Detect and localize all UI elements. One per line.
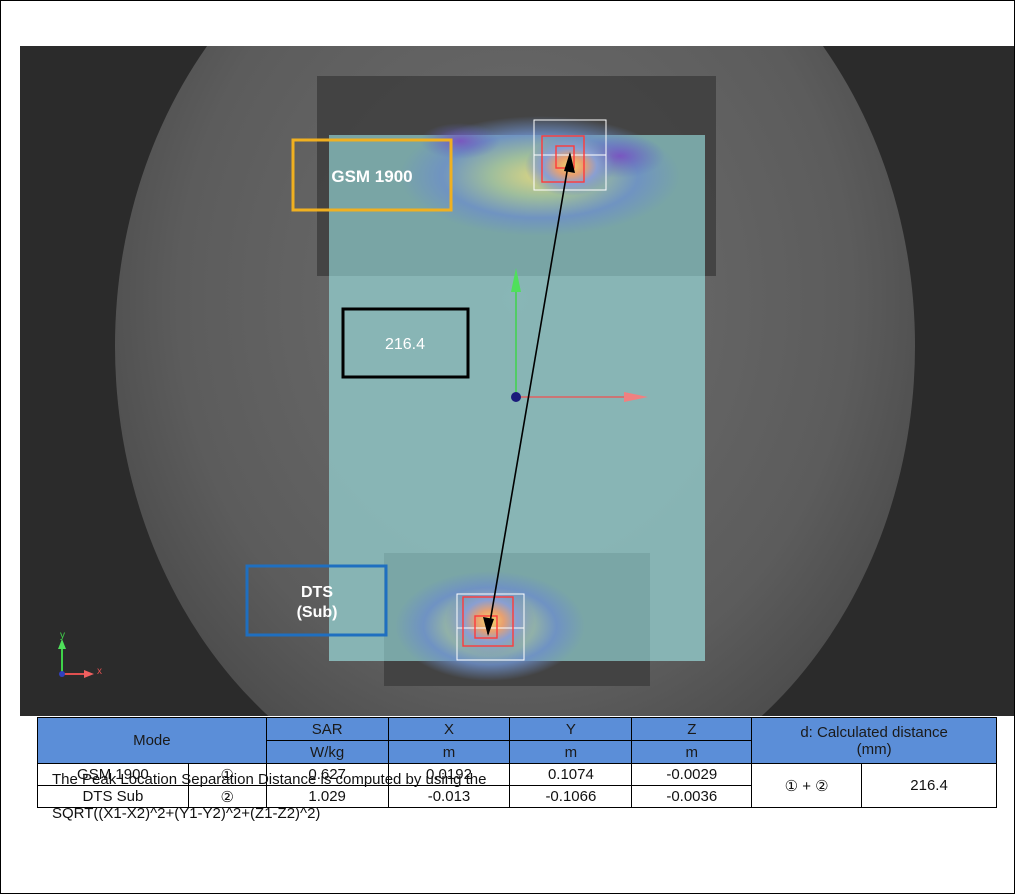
z-header: Z (631, 717, 753, 741)
distance-arrow-head-top (564, 152, 575, 173)
row-y: 0.1074 (509, 763, 633, 786)
distance-header-line2: (mm) (856, 740, 892, 758)
gsm-zoom-red-outer (541, 135, 585, 183)
x-header: X (387, 717, 511, 741)
distance-header-line1: d: Calculated distance (800, 723, 948, 741)
note-line-1: The Peak Location Separation Distance is… (52, 771, 487, 788)
distance-header: d: Calculated distance (mm) (751, 717, 997, 764)
gsm-label-box (291, 138, 453, 212)
dts-label-line2: (Sub) (297, 604, 338, 621)
row-mode: DTS Sub (37, 785, 189, 808)
sar-results-table: Mode SAR X Y Z d: Calculated distance (m… (37, 717, 997, 808)
table-row: GSM 1900 ① 0.627 0.0192 0.1074 -0.0029 ①… (37, 763, 997, 808)
row-x: -0.013 (387, 785, 511, 808)
triad-x-label: x (97, 666, 102, 677)
sar-header: SAR (265, 717, 389, 741)
dts-zoom-outer (456, 593, 525, 661)
y-header: Y (509, 717, 633, 741)
sar-unit-header: W/kg (265, 740, 389, 764)
row-z: -0.0036 (631, 785, 753, 808)
sar-scan-image: GSM 1900 216.4 DTS (Sub) y x (20, 46, 1014, 716)
sar-results-table-wrap: Mode SAR X Y Z d: Calculated distance (m… (37, 717, 997, 808)
triad-origin (59, 671, 65, 677)
x-axis-arrowhead (624, 392, 648, 402)
dts-zoom-red-outer (462, 596, 514, 647)
z-unit-header: m (631, 740, 753, 764)
dts-zoom-red-inner (474, 615, 498, 639)
y-unit-header: m (509, 740, 633, 764)
gsm-label: GSM 1900 (331, 167, 412, 186)
origin-dot (511, 392, 521, 402)
note-line-2: SQRT((X1-X2)^2+(Y1-Y2)^2+(Z1-Z2)^2) (52, 805, 321, 822)
dts-label-line1: DTS (301, 584, 333, 601)
y-axis-arrowhead (511, 268, 521, 292)
triad-y-arrow (58, 639, 66, 649)
combo-cell: ① + ② (751, 763, 863, 808)
row-sar: 0.627 (265, 763, 389, 786)
row-mode: GSM 1900 (37, 763, 189, 786)
triad-x-arrow (84, 670, 94, 678)
gsm-hotspot-purple-left (420, 123, 500, 159)
sar-scan-viewport: GSM 1900 216.4 DTS (Sub) y x (20, 46, 1014, 716)
row-sar: 1.029 (265, 785, 389, 808)
dts-label-box (245, 564, 388, 637)
header-row-1: Mode SAR X Y Z d: Calculated distance (m… (37, 717, 997, 764)
triad-y-label: y (60, 630, 65, 641)
distance-label: 216.4 (385, 336, 425, 353)
row-y: -0.1066 (509, 785, 633, 808)
distance-arrow-line (487, 153, 571, 635)
row-index: ② (187, 785, 267, 808)
distance-arrow-head-bottom (483, 617, 494, 636)
header-row-2: W/kg m m m (38, 740, 997, 764)
distance-label-box (341, 307, 470, 379)
distance-value-cell: 216.4 (861, 763, 997, 808)
x-unit-header: m (387, 740, 511, 764)
row-z: -0.0029 (631, 763, 753, 786)
table-row: DTS Sub ② 1.029 -0.013 -0.1066 -0.0036 (37, 785, 997, 808)
mode-header: Mode (37, 717, 267, 764)
